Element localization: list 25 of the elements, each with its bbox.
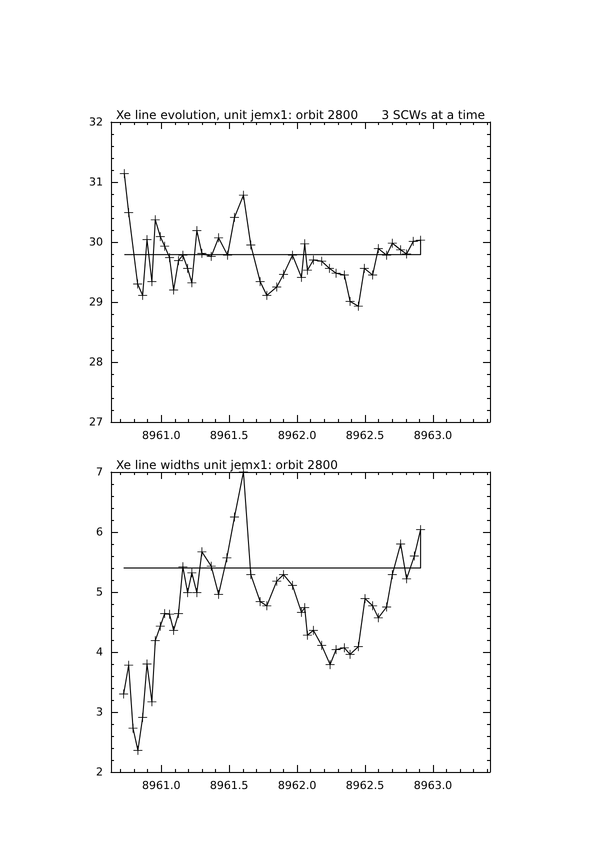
chart-title: Xe line evolution, unit jemx1: orbit 2800 (116, 108, 358, 122)
x-tick-label: 8962.5 (346, 429, 384, 442)
y-tick-label: 6 (96, 526, 103, 538)
x-tick-label: 8961.5 (210, 779, 248, 792)
x-tick-label: 8963.0 (414, 779, 452, 792)
x-tick-label: 8962.0 (278, 779, 316, 792)
x-tick-label: 8961.0 (142, 429, 181, 442)
y-tick-label: 2 (96, 766, 103, 778)
x-tick-label: 8962.5 (346, 779, 384, 792)
y-tick-label: 28 (89, 356, 103, 368)
y-tick-label: 3 (96, 706, 103, 718)
x-tick-label: 8963.0 (414, 429, 452, 442)
y-tick-label: 27 (89, 416, 103, 428)
y-tick-label: 30 (89, 236, 103, 248)
x-tick-label: 8961.5 (210, 429, 248, 442)
chart-title: Xe line widths unit jemx1: orbit 2800 (116, 458, 338, 472)
y-tick-label: 29 (89, 296, 103, 308)
x-tick-label: 8961.0 (142, 779, 181, 792)
y-tick-label: 32 (89, 116, 103, 128)
y-tick-label: 31 (89, 176, 103, 188)
y-tick-label: 4 (96, 646, 103, 658)
text: 3 SCWs at a time (381, 108, 485, 122)
y-tick-label: 7 (96, 466, 103, 478)
x-tick-label: 8962.0 (278, 429, 316, 442)
y-tick-label: 5 (96, 586, 103, 598)
